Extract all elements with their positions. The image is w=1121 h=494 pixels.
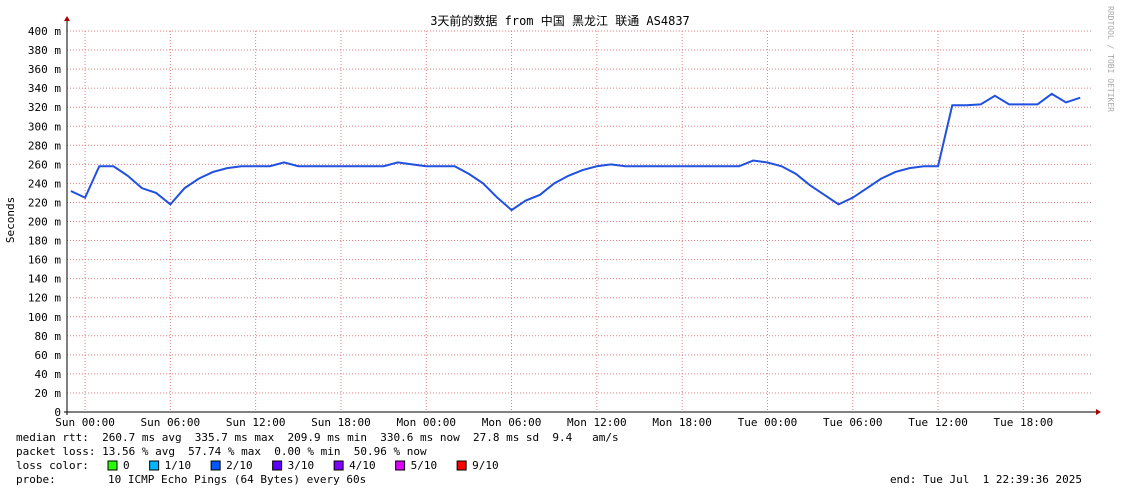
y-tick-label: 260 m <box>28 158 61 171</box>
y-tick-label: 280 m <box>28 139 61 152</box>
y-axis-label: Seconds <box>4 197 17 243</box>
median-line <box>70 92 1081 212</box>
probe: 10 ICMP Echo Pings (64 Bytes) every 60s <box>108 473 366 486</box>
loss-label: 2/10 <box>226 459 253 472</box>
x-tick-label: Sun 06:00 <box>141 416 201 429</box>
y-tick-label: 20 m <box>35 387 62 400</box>
axis-arrow <box>1096 409 1101 415</box>
y-tick-label: 60 m <box>35 349 62 362</box>
axis-arrow <box>64 16 70 21</box>
y-tick-label: 360 m <box>28 63 61 76</box>
loss-swatch <box>272 460 283 471</box>
y-tick-label: 240 m <box>28 177 61 190</box>
x-tick-label: Tue 00:00 <box>738 416 798 429</box>
loss-swatch <box>333 460 344 471</box>
x-tick-label: Sun 00:00 <box>55 416 115 429</box>
x-tick-label: Sun 12:00 <box>226 416 286 429</box>
y-tick-label: 0 <box>54 406 61 419</box>
x-tick-label: Tue 06:00 <box>823 416 883 429</box>
x-tick-label: Mon 06:00 <box>482 416 542 429</box>
loss-swatch <box>395 460 406 471</box>
stats-line: packet loss: 13.56 % avg 57.74 % max 0.0… <box>16 445 427 458</box>
loss-swatch <box>210 460 221 471</box>
loss-label: 3/10 <box>288 459 315 472</box>
end-time: end: Tue Jul 1 22:39:36 2025 <box>890 473 1082 486</box>
y-tick-label: 180 m <box>28 235 61 248</box>
y-tick-label: 380 m <box>28 44 61 57</box>
y-tick-label: 340 m <box>28 82 61 95</box>
loss-swatch <box>456 460 467 471</box>
loss-label: 1/10 <box>165 459 192 472</box>
loss-title: loss color: <box>16 459 89 472</box>
loss-swatch <box>107 460 118 471</box>
y-tick-label: 40 m <box>35 368 62 381</box>
x-tick-label: Mon 18:00 <box>652 416 712 429</box>
y-tick-label: 200 m <box>28 216 61 229</box>
chart-title: 3天前的数据 from 中国 黑龙江 联通 AS4837 <box>430 13 690 28</box>
y-tick-label: 100 m <box>28 311 61 324</box>
y-tick-label: 300 m <box>28 120 61 133</box>
x-tick-label: Sun 18:00 <box>311 416 371 429</box>
y-tick-label: 160 m <box>28 254 61 267</box>
y-tick-label: 80 m <box>35 330 62 343</box>
loss-label: 0 <box>123 459 130 472</box>
probe-title: probe: <box>16 473 56 486</box>
stats-line: median rtt: 260.7 ms avg 335.7 ms max 20… <box>16 431 619 444</box>
loss-swatch <box>149 460 160 471</box>
y-tick-label: 320 m <box>28 101 61 114</box>
y-tick-label: 140 m <box>28 273 61 286</box>
y-tick-label: 220 m <box>28 196 61 209</box>
loss-label: 9/10 <box>472 459 499 472</box>
loss-label: 4/10 <box>349 459 376 472</box>
y-tick-label: 400 m <box>28 25 61 38</box>
x-tick-label: Tue 12:00 <box>908 416 968 429</box>
x-tick-label: Tue 18:00 <box>994 416 1054 429</box>
loss-label: 5/10 <box>411 459 438 472</box>
x-tick-label: Mon 12:00 <box>567 416 627 429</box>
x-tick-label: Mon 00:00 <box>396 416 456 429</box>
watermark: RRDTOOL / TOBI OETIKER <box>1106 6 1115 112</box>
y-tick-label: 120 m <box>28 292 61 305</box>
